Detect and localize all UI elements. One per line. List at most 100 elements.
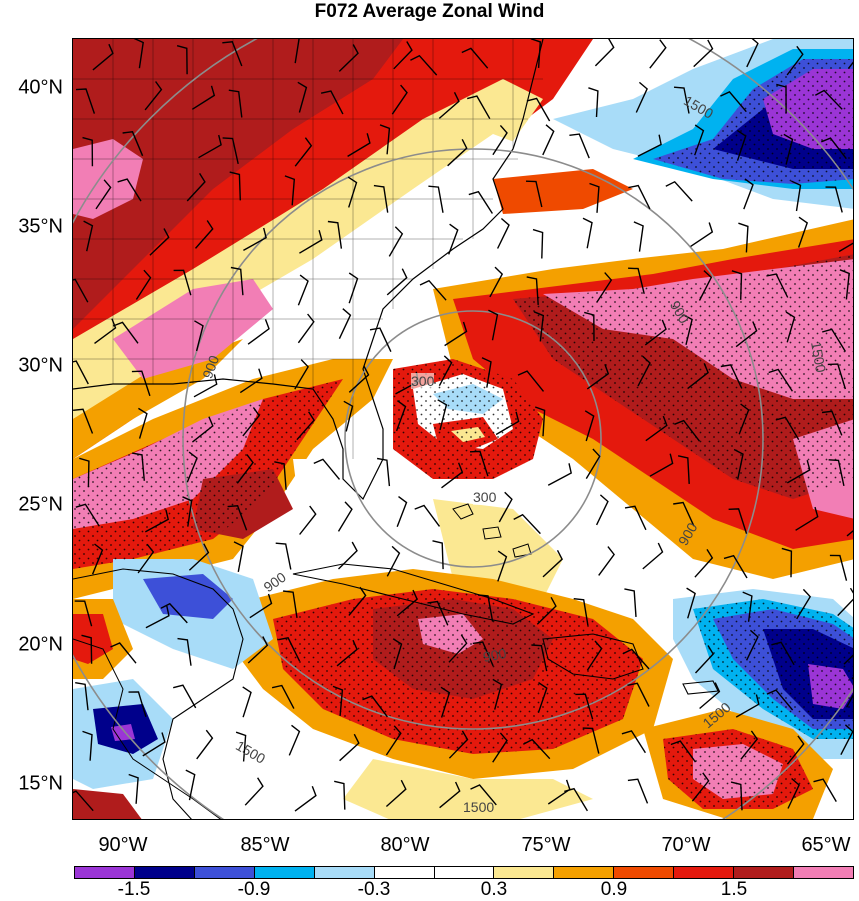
- wind-barb: [582, 217, 593, 249]
- wind-barb: [144, 81, 163, 111]
- wind-barb: [236, 454, 254, 484]
- wind-barb: [337, 501, 353, 532]
- wind-barb: [492, 678, 503, 710]
- wind-barb: [235, 731, 247, 762]
- wind-barb: [228, 89, 243, 118]
- wind-barb: [627, 778, 649, 804]
- wind-barb: [73, 360, 89, 385]
- stipple-se2: [663, 729, 813, 809]
- wind-barb: [694, 124, 705, 156]
- wind-barb: [362, 695, 388, 718]
- wind-barb: [771, 641, 795, 666]
- range-ring-900: [182, 148, 764, 730]
- range-rings: [73, 39, 853, 819]
- wind-barb: [467, 95, 491, 120]
- colorbar-swatch: [794, 867, 853, 878]
- wind-barb: [728, 508, 748, 534]
- wind-barb: [242, 686, 252, 718]
- wind-barb: [673, 86, 690, 114]
- colorbar-swatch: [75, 867, 135, 878]
- wind-barb: [222, 137, 239, 165]
- wind-barb: [791, 180, 802, 212]
- wind-barb: [635, 81, 648, 113]
- wind-barb: [271, 684, 295, 709]
- wind-barb: [624, 588, 637, 617]
- wind-barb: [440, 686, 451, 718]
- wind-barb: [242, 407, 261, 437]
- map-panel[interactable]: 300 300 900 900 900 900 900 1500 1500 15…: [72, 38, 854, 820]
- wind-barb: [73, 790, 94, 812]
- wind-barb: [781, 547, 793, 578]
- wind-barb: [492, 732, 508, 763]
- colorbar-swatch: [434, 867, 495, 878]
- wind-barb: [347, 133, 371, 158]
- wind-barb: [637, 134, 662, 157]
- ring-label-1500-s: 1500: [463, 799, 495, 815]
- wind-barb: [687, 363, 709, 390]
- wind-barb: [461, 47, 489, 69]
- wind-barb: [795, 506, 819, 531]
- wind-barb: [448, 223, 459, 255]
- colorbar: [74, 866, 854, 879]
- wind-barb: [410, 54, 438, 76]
- wind-barb: [299, 230, 323, 254]
- field-w-red: [73, 614, 113, 664]
- wind-barb: [343, 400, 354, 432]
- wind-barb: [786, 460, 811, 484]
- wind-barb: [297, 313, 315, 344]
- wind-barb: [419, 279, 447, 301]
- lat-label-40: 40°N: [18, 76, 63, 99]
- wind-barb: [414, 504, 441, 527]
- wind-barb: [73, 278, 89, 303]
- wind-barb: [133, 39, 144, 69]
- wind-barb: [92, 43, 114, 71]
- wind-barb: [776, 83, 787, 114]
- wind-barb: [274, 461, 287, 490]
- wind-barb: [472, 641, 494, 667]
- county-borders: [73, 39, 543, 459]
- wind-barb: [73, 408, 94, 434]
- wind-barb: [594, 39, 615, 67]
- wind-barb: [299, 505, 317, 535]
- wind-barb: [191, 416, 214, 443]
- wind-barb: [198, 134, 222, 159]
- wind-barb: [622, 648, 650, 670]
- lon-label-70: 70°W: [661, 834, 711, 856]
- wind-barb: [74, 600, 93, 627]
- wind-barb: [441, 462, 464, 489]
- wind-barb: [438, 91, 460, 119]
- wind-barb: [787, 777, 800, 809]
- colorbar-label-n1-5: -1.5: [117, 879, 151, 900]
- wind-barb: [294, 39, 300, 64]
- wind-barb: [693, 39, 714, 68]
- wind-barb: [797, 216, 809, 248]
- wind-barb: [582, 727, 600, 754]
- wind-barb: [730, 781, 743, 811]
- wind-barb: [386, 268, 408, 296]
- wind-barb: [338, 541, 358, 570]
- map-title: F072 Average Zonal Wind: [314, 1, 545, 22]
- lat-label-30: 30°N: [18, 354, 63, 377]
- coastline-east-us: [73, 39, 544, 501]
- wind-barbs: [73, 39, 853, 812]
- wind-barb: [230, 266, 244, 296]
- wind-barb: [497, 550, 508, 582]
- wind-barb: [735, 694, 760, 718]
- wind-barb: [438, 355, 453, 387]
- wind-barb: [694, 645, 715, 674]
- colorbar-label-0-3: 0.3: [480, 879, 508, 900]
- wind-barb: [845, 677, 853, 708]
- wind-barb: [439, 781, 461, 809]
- field-sw-red: [73, 789, 142, 819]
- colorbar-swatch: [134, 867, 195, 878]
- wind-barb: [740, 730, 759, 760]
- wind-barb: [284, 175, 296, 206]
- wind-barb: [145, 605, 170, 629]
- wind-barb: [481, 357, 492, 388]
- wind-barb: [185, 769, 196, 801]
- wind-barb: [297, 274, 309, 306]
- wind-barb: [691, 772, 710, 802]
- coastline-puerto-rico: [682, 680, 719, 695]
- wind-barb: [531, 644, 548, 672]
- wind-barb: [338, 308, 352, 339]
